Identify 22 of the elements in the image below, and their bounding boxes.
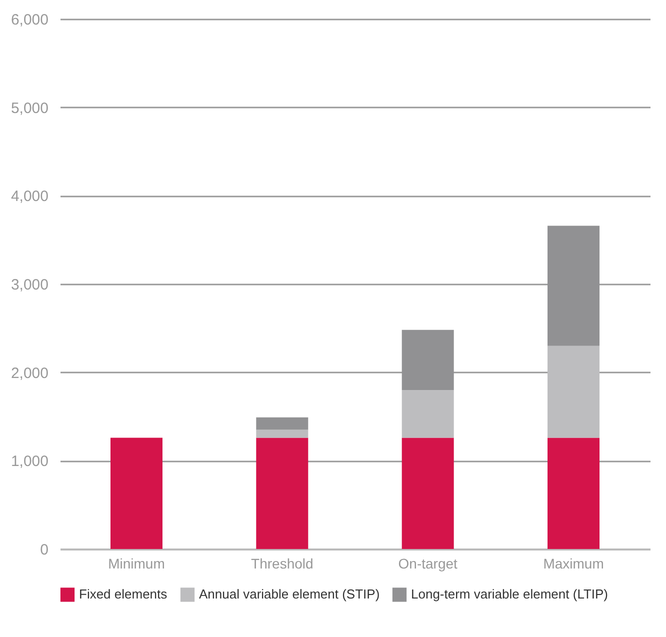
y-tick-label: 3,000 bbox=[10, 276, 48, 294]
y-tick-label: 2,000 bbox=[10, 364, 48, 382]
bar bbox=[402, 438, 454, 549]
y-tick-label: 4,000 bbox=[10, 188, 48, 206]
y-tick-label: 6,000 bbox=[10, 12, 48, 28]
bar bbox=[256, 417, 308, 430]
bar bbox=[548, 346, 600, 438]
y-tick-label: 0 bbox=[40, 542, 48, 558]
bar bbox=[402, 390, 454, 438]
bar bbox=[548, 438, 600, 549]
x-tick-label: On-target bbox=[398, 556, 458, 572]
bar bbox=[110, 438, 162, 549]
y-tick-label: 5,000 bbox=[10, 100, 48, 117]
x-tick-label: Threshold bbox=[251, 556, 314, 572]
legend-label: Annual variable element (STIP) bbox=[199, 586, 380, 602]
legend-label: Fixed elements bbox=[79, 586, 168, 602]
bar bbox=[256, 430, 308, 438]
legend-label: Long-term variable element (LTIP) bbox=[411, 586, 608, 602]
x-tick-label: Minimum bbox=[108, 556, 165, 572]
y-tick-label: 1,000 bbox=[10, 453, 48, 470]
x-tick-label: Maximum bbox=[543, 556, 604, 572]
bar bbox=[256, 438, 308, 549]
